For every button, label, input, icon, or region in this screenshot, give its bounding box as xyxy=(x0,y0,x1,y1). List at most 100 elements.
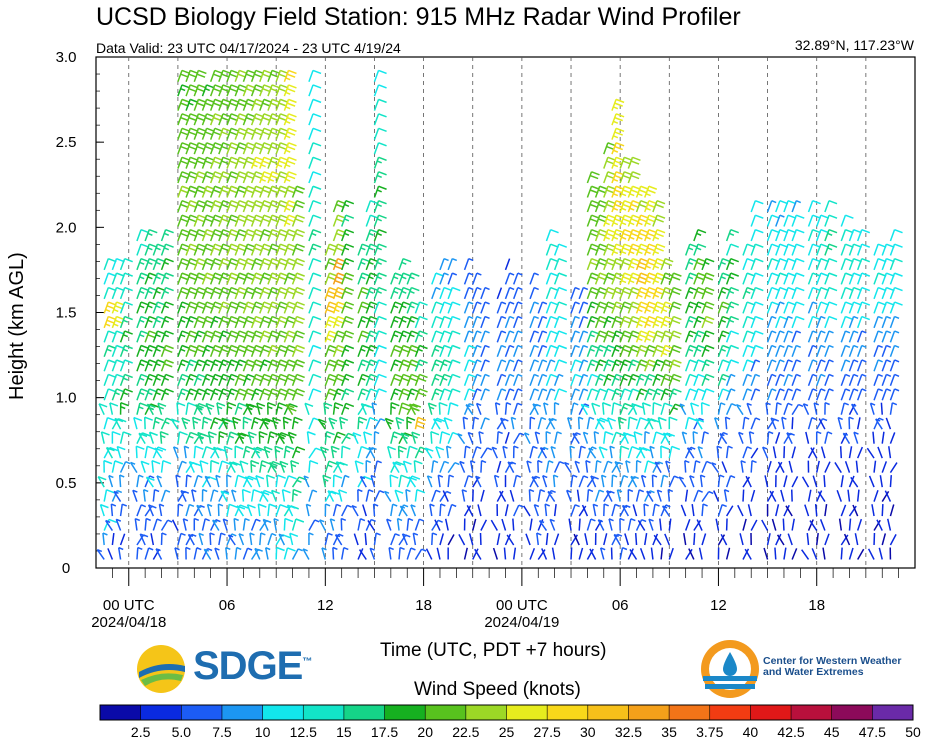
wind-barb xyxy=(848,330,859,343)
wind-barb xyxy=(501,518,507,531)
wind-barb xyxy=(823,475,826,488)
wind-barb xyxy=(160,228,174,242)
wind-barb xyxy=(108,474,114,488)
wind-barb xyxy=(761,519,769,531)
wind-barb xyxy=(291,344,305,358)
wind-barb xyxy=(766,533,771,546)
wind-barb xyxy=(119,330,133,343)
y-tick-label: 1.5 xyxy=(56,305,77,322)
wind-barb xyxy=(824,533,830,546)
wind-barb xyxy=(791,315,805,329)
x-axis-label: Time (UTC, PDT +7 hours) xyxy=(380,640,607,661)
wind-barb xyxy=(840,373,851,386)
wind-barb xyxy=(447,388,461,401)
wind-barb xyxy=(287,431,297,444)
cw3e-logo: Center for Western Weather and Water Ext… xyxy=(699,638,909,702)
wind-barb xyxy=(553,431,562,444)
wind-barb xyxy=(766,344,777,358)
wind-barb xyxy=(635,518,647,531)
wind-barb xyxy=(582,431,589,444)
wind-barb xyxy=(822,547,826,560)
wind-barb xyxy=(662,432,672,445)
wind-barb xyxy=(553,315,568,329)
wind-barb xyxy=(791,548,798,560)
wind-barb xyxy=(783,475,788,488)
wind-barb xyxy=(308,228,322,242)
wind-barb xyxy=(113,490,122,502)
wind-barb xyxy=(611,431,625,444)
wind-barb xyxy=(553,243,568,256)
wind-barb xyxy=(199,460,209,473)
wind-barb xyxy=(652,431,665,444)
wind-barb xyxy=(763,547,769,560)
wind-barb xyxy=(176,402,186,415)
wind-barb xyxy=(717,503,727,517)
wind-barb xyxy=(218,532,226,546)
wind-barb xyxy=(352,432,362,444)
wind-barb xyxy=(664,533,670,546)
wind-barb xyxy=(267,401,277,415)
wind-barb xyxy=(308,272,322,285)
wind-barb xyxy=(119,461,131,473)
wind-barb xyxy=(791,476,799,488)
wind-barb xyxy=(742,489,745,502)
wind-barb xyxy=(373,69,387,82)
wind-barb xyxy=(725,373,736,386)
wind-barb xyxy=(496,359,507,372)
wind-barb xyxy=(652,214,666,227)
wind-barb xyxy=(791,518,795,531)
wind-barb xyxy=(283,171,297,184)
wind-barb xyxy=(771,518,777,531)
wind-barb xyxy=(472,518,477,531)
wind-barb xyxy=(782,518,785,531)
wind-barb xyxy=(804,504,810,517)
wind-barb xyxy=(283,142,297,155)
wind-barb xyxy=(701,431,709,444)
wind-barb xyxy=(886,518,892,531)
wind-barb xyxy=(881,504,884,517)
wind-barb xyxy=(578,286,589,300)
wind-barb xyxy=(160,257,174,271)
wind-barb xyxy=(668,416,678,430)
wind-barb xyxy=(431,519,443,531)
wind-barb xyxy=(611,127,625,140)
wind-barb xyxy=(512,315,523,329)
wind-barb xyxy=(725,286,739,300)
wind-barb xyxy=(118,474,125,488)
wind-barb xyxy=(496,388,507,401)
wind-barb xyxy=(578,388,589,401)
wind-barb xyxy=(889,286,903,300)
wind-barb xyxy=(889,330,900,343)
wind-barb xyxy=(660,402,673,415)
wind-barb xyxy=(185,474,192,488)
wind-barb xyxy=(769,490,777,502)
wind-barb xyxy=(603,431,614,444)
wind-barb xyxy=(340,214,355,227)
wind-barb xyxy=(812,475,818,488)
wind-barb xyxy=(308,359,322,372)
wind-barb xyxy=(578,547,584,560)
wind-barb xyxy=(550,445,556,459)
wind-barb xyxy=(185,431,199,444)
wind-barb xyxy=(624,533,630,546)
wind-barb xyxy=(594,459,602,473)
wind-barb xyxy=(578,344,589,358)
wind-barb xyxy=(570,547,573,560)
wind-barb xyxy=(499,417,507,430)
wind-barb xyxy=(188,460,198,473)
wind-barb xyxy=(879,475,883,488)
wind-barb xyxy=(840,344,851,358)
colorbar-swatch xyxy=(872,705,914,720)
wind-barb xyxy=(506,534,515,546)
wind-barb xyxy=(332,546,338,560)
wind-barb xyxy=(430,430,440,444)
wind-barb xyxy=(177,431,188,444)
wind-barb xyxy=(692,430,699,444)
wind-barb xyxy=(791,243,805,256)
wind-barb xyxy=(693,243,707,256)
wind-barb xyxy=(308,69,322,82)
wind-barb xyxy=(725,505,734,517)
wind-barb xyxy=(373,532,381,546)
wind-barb xyxy=(716,445,722,459)
wind-barb xyxy=(619,474,629,488)
